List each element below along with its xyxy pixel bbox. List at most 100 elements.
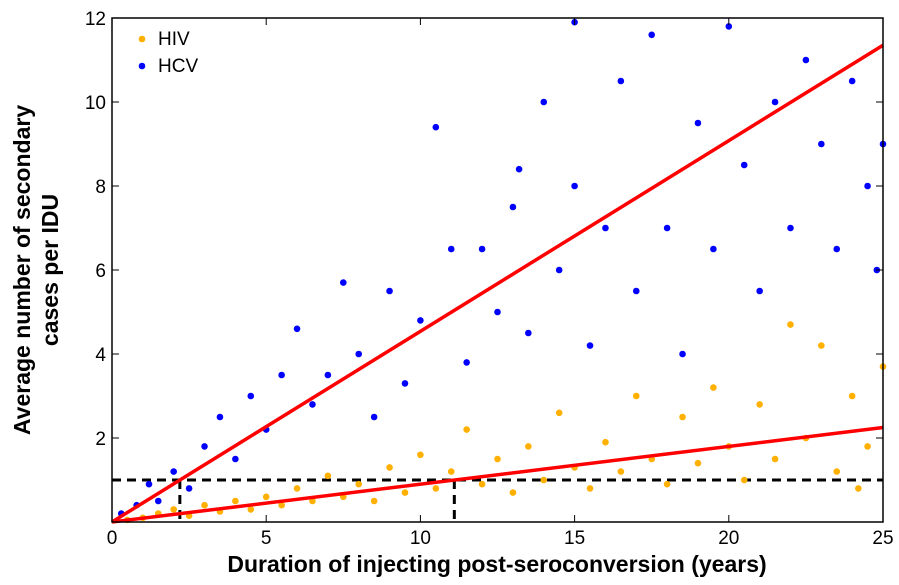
x-tick-label: 15 — [564, 528, 585, 549]
point — [432, 485, 440, 492]
y-tick-label: 8 — [95, 177, 106, 198]
point — [509, 203, 517, 211]
point — [370, 413, 378, 421]
x-axis-label: Duration of injecting post-seroconversio… — [227, 551, 766, 577]
point — [355, 350, 363, 358]
point — [756, 287, 763, 295]
y-tick-label: 10 — [85, 93, 106, 114]
point — [278, 501, 285, 509]
point — [848, 392, 856, 400]
y-tick-label: 12 — [85, 9, 106, 30]
point — [247, 506, 255, 513]
y-axis-label: cases per IDU — [37, 194, 63, 346]
point — [679, 413, 686, 421]
point — [515, 165, 523, 173]
point — [417, 317, 424, 324]
point — [478, 480, 486, 488]
point — [694, 459, 702, 467]
point — [386, 287, 393, 295]
point — [617, 77, 625, 85]
point — [632, 392, 640, 400]
legend-label: HIV — [158, 29, 190, 50]
point — [571, 182, 578, 190]
point — [602, 438, 609, 446]
point — [370, 497, 378, 505]
point — [725, 23, 733, 30]
point — [710, 245, 717, 253]
point — [463, 359, 470, 366]
x-tick-label: 20 — [718, 528, 739, 549]
point — [802, 56, 810, 64]
point — [740, 476, 748, 484]
point — [447, 245, 455, 253]
plot-area — [112, 18, 883, 522]
point — [740, 161, 748, 169]
point — [818, 342, 825, 349]
point — [787, 224, 794, 232]
point — [185, 485, 193, 492]
y-tick-label: 4 — [95, 345, 106, 366]
point — [848, 77, 856, 85]
point — [401, 489, 409, 496]
point — [309, 401, 316, 408]
point — [216, 413, 224, 421]
point — [756, 401, 763, 408]
y-tick-label: 2 — [95, 429, 106, 450]
y-axis-label: Average number of secondary — [9, 105, 35, 435]
x-tick-label: 0 — [107, 528, 118, 549]
point — [232, 455, 239, 463]
point — [463, 426, 470, 433]
point — [417, 451, 424, 459]
point — [833, 468, 841, 475]
point — [710, 384, 717, 391]
point — [201, 501, 208, 509]
point — [232, 497, 239, 505]
point — [324, 371, 332, 379]
point — [540, 476, 548, 484]
point — [818, 140, 825, 148]
point — [340, 279, 347, 286]
point — [432, 123, 440, 131]
point — [586, 485, 594, 492]
point — [540, 98, 548, 106]
legend-marker — [138, 62, 146, 70]
point — [355, 480, 363, 488]
point — [586, 342, 594, 349]
y-tick-label: 6 — [95, 261, 106, 282]
point — [787, 321, 794, 328]
point — [617, 468, 625, 475]
point — [864, 443, 871, 450]
point — [278, 371, 285, 379]
x-tick-label: 5 — [261, 528, 272, 549]
point — [694, 119, 702, 127]
legend-label: HCV — [158, 56, 198, 77]
point — [771, 98, 779, 106]
point — [401, 380, 409, 387]
point — [663, 224, 671, 232]
point — [555, 409, 563, 417]
point — [386, 464, 393, 471]
legend-marker — [138, 35, 146, 43]
fit-line — [111, 425, 884, 524]
point — [324, 472, 332, 480]
point — [154, 497, 162, 505]
point — [864, 182, 871, 190]
x-tick-label: 10 — [410, 528, 431, 549]
point — [833, 245, 841, 253]
point — [145, 480, 153, 488]
point — [247, 392, 255, 400]
point — [679, 350, 686, 358]
point — [602, 224, 609, 232]
point — [632, 287, 640, 295]
point — [771, 455, 779, 463]
point — [293, 485, 301, 492]
x-tick-label: 25 — [872, 528, 893, 549]
point — [525, 329, 532, 337]
point — [170, 468, 177, 475]
point — [525, 443, 532, 450]
point — [855, 485, 862, 492]
point — [478, 245, 486, 253]
point — [494, 308, 501, 316]
point — [201, 443, 208, 450]
fit-line — [111, 43, 884, 524]
